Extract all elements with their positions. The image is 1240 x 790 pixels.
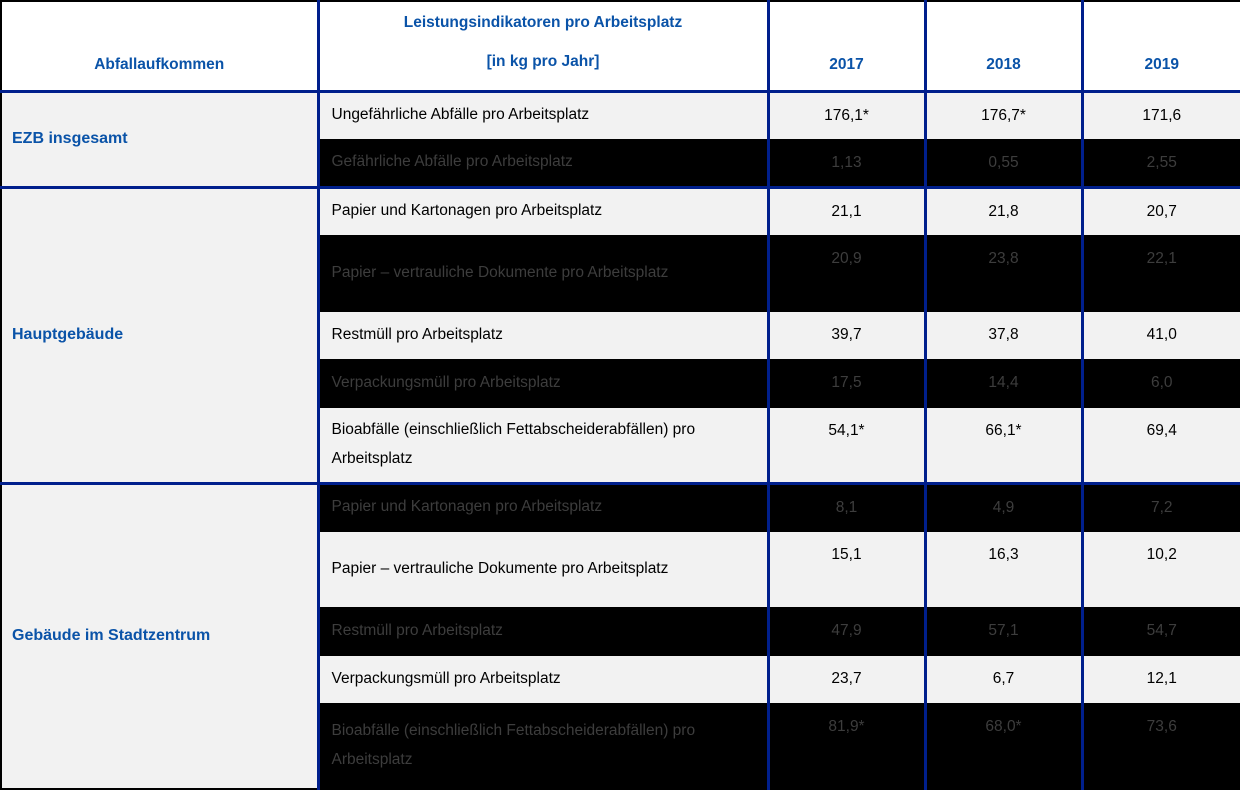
value-cell: 10,2: [1082, 531, 1240, 608]
value-cell: 23,7: [768, 655, 927, 704]
value-cell: 14,4: [925, 359, 1084, 408]
header-abfallaufkommen: Abfallaufkommen: [1, 1, 320, 93]
indicator-cell: Restmüll pro Arbeitsplatz: [318, 607, 770, 656]
value-cell: 4,9: [925, 483, 1084, 532]
indicator-cell: Restmüll pro Arbeitsplatz: [318, 311, 770, 360]
value-cell: 21,8: [925, 187, 1084, 236]
value-cell: 12,1: [1082, 655, 1240, 704]
indicator-cell: Papier – vertrauliche Dokumente pro Arbe…: [318, 531, 770, 608]
value-cell: 20,9: [768, 235, 927, 312]
value-cell: 57,1: [925, 607, 1084, 656]
value-cell: 73,6: [1082, 703, 1240, 790]
table-row: Papier – vertrauliche Dokumente pro Arbe…: [1, 235, 1240, 312]
value-cell: 176,7*: [925, 91, 1084, 140]
header-row: Abfallaufkommen Leistungsindikatoren pro…: [1, 1, 1240, 93]
table-header: Abfallaufkommen Leistungsindikatoren pro…: [1, 1, 1240, 93]
table-row: Bioabfälle (einschließlich Fettabscheide…: [1, 407, 1240, 485]
header-indicator-line2: [in kg pro Jahr]: [486, 53, 600, 70]
value-cell: 15,1: [768, 531, 927, 608]
value-cell: 37,8: [925, 311, 1084, 360]
group-label-gebaeude-stadtzentrum: Gebäude im Stadtzentrum: [1, 483, 320, 790]
value-cell: 1,13: [768, 139, 927, 189]
table-row: Restmüll pro Arbeitsplatz 39,7 37,8 41,0: [1, 311, 1240, 360]
indicator-cell: Gefährliche Abfälle pro Arbeitsplatz: [318, 139, 770, 189]
table-row: Verpackungsmüll pro Arbeitsplatz 17,5 14…: [1, 359, 1240, 408]
indicator-cell: Papier und Kartonagen pro Arbeitsplatz: [318, 483, 770, 532]
table-row: Verpackungsmüll pro Arbeitsplatz 23,7 6,…: [1, 655, 1240, 704]
value-cell: 41,0: [1082, 311, 1240, 360]
header-leistungsindikatoren: Leistungsindikatoren pro Arbeitsplatz [i…: [318, 1, 770, 93]
value-cell: 0,55: [925, 139, 1084, 189]
value-cell: 20,7: [1082, 187, 1240, 236]
table-row: Restmüll pro Arbeitsplatz 47,9 57,1 54,7: [1, 607, 1240, 656]
indicator-cell: Ungefährliche Abfälle pro Arbeitsplatz: [318, 91, 770, 140]
value-cell: 54,7: [1082, 607, 1240, 656]
value-cell: 17,5: [768, 359, 927, 408]
table-row: Gebäude im Stadtzentrum Papier und Karto…: [1, 483, 1240, 790]
value-cell: 81,9*: [768, 703, 927, 790]
value-cell: 21,1: [768, 187, 927, 236]
value-cell: 54,1*: [768, 407, 927, 485]
value-cell: 16,3: [925, 531, 1084, 608]
indicator-cell: Papier und Kartonagen pro Arbeitsplatz: [318, 187, 770, 236]
value-cell: 66,1*: [925, 407, 1084, 485]
value-cell: 68,0*: [925, 703, 1084, 790]
table-row: Gefährliche Abfälle pro Arbeitsplatz 1,1…: [1, 139, 1240, 189]
table-row: Bioabfälle (einschließlich Fettabscheide…: [1, 703, 1240, 790]
value-cell: 39,7: [768, 311, 927, 360]
header-indicator-line1: Leistungsindikatoren pro Arbeitsplatz: [403, 14, 683, 31]
value-cell: 69,4: [1082, 407, 1240, 485]
value-cell: 6,0: [1082, 359, 1240, 408]
indicator-cell: Papier – vertrauliche Dokumente pro Arbe…: [318, 235, 770, 312]
header-year-2017: 2017: [768, 1, 927, 93]
value-cell: 22,1: [1082, 235, 1240, 312]
group-label-hauptgebaeude: Hauptgebäude: [1, 187, 320, 485]
group-label-ezb-insgesamt: EZB insgesamt: [1, 91, 320, 189]
indicator-cell: Bioabfälle (einschließlich Fettabscheide…: [318, 407, 770, 485]
value-cell: 6,7: [925, 655, 1084, 704]
header-year-2018: 2018: [925, 1, 1084, 93]
table-row: EZB insgesamt Ungefährliche Abfälle pro …: [1, 91, 1240, 189]
header-year-2019: 2019: [1082, 1, 1240, 93]
value-cell: 7,2: [1082, 483, 1240, 532]
indicator-cell: Verpackungsmüll pro Arbeitsplatz: [318, 359, 770, 408]
value-cell: 171,6: [1082, 91, 1240, 140]
table-body: EZB insgesamt Ungefährliche Abfälle pro …: [1, 91, 1240, 790]
value-cell: 2,55: [1082, 139, 1240, 189]
value-cell: 176,1*: [768, 91, 927, 140]
indicator-cell: Bioabfälle (einschließlich Fettabscheide…: [318, 703, 770, 790]
value-cell: 23,8: [925, 235, 1084, 312]
table-row: Papier – vertrauliche Dokumente pro Arbe…: [1, 531, 1240, 608]
value-cell: 8,1: [768, 483, 927, 532]
table-row: Hauptgebäude Papier und Kartonagen pro A…: [1, 187, 1240, 485]
indicator-cell: Verpackungsmüll pro Arbeitsplatz: [318, 655, 770, 704]
value-cell: 47,9: [768, 607, 927, 656]
